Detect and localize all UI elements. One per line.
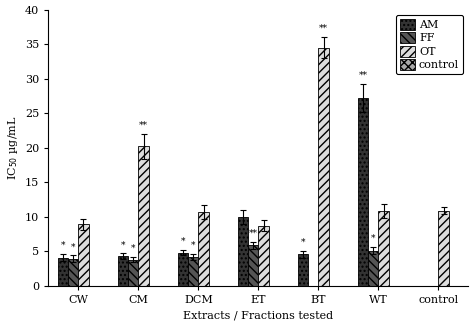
Bar bbox=[178, 253, 188, 286]
Text: *: * bbox=[61, 241, 65, 250]
Text: **: ** bbox=[249, 229, 258, 238]
Text: **: ** bbox=[359, 71, 368, 80]
Bar bbox=[238, 217, 248, 286]
Bar bbox=[258, 226, 269, 286]
Text: *: * bbox=[131, 244, 136, 253]
Bar bbox=[368, 251, 378, 286]
Text: *: * bbox=[301, 237, 305, 246]
Bar bbox=[118, 256, 128, 286]
Bar bbox=[78, 224, 89, 286]
Bar bbox=[68, 259, 78, 286]
Bar bbox=[188, 257, 199, 286]
Bar bbox=[438, 211, 449, 286]
Text: *: * bbox=[71, 242, 75, 251]
Text: *: * bbox=[181, 237, 185, 246]
Bar bbox=[319, 48, 328, 286]
Bar bbox=[378, 211, 389, 286]
Text: **: ** bbox=[319, 24, 328, 33]
Text: **: ** bbox=[139, 121, 148, 130]
Bar bbox=[199, 212, 209, 286]
Y-axis label: IC$_{50}$ µg/mL: IC$_{50}$ µg/mL bbox=[6, 115, 19, 180]
Bar bbox=[298, 254, 308, 286]
Bar bbox=[358, 98, 368, 286]
Bar bbox=[58, 258, 68, 286]
Text: *: * bbox=[121, 240, 125, 249]
Text: *: * bbox=[191, 241, 196, 250]
X-axis label: Extracts / Fractions tested: Extracts / Fractions tested bbox=[183, 310, 334, 320]
Bar bbox=[128, 259, 138, 286]
Bar bbox=[248, 245, 258, 286]
Legend: AM, FF, OT, control: AM, FF, OT, control bbox=[396, 15, 463, 74]
Bar bbox=[138, 146, 149, 286]
Text: *: * bbox=[371, 234, 375, 243]
